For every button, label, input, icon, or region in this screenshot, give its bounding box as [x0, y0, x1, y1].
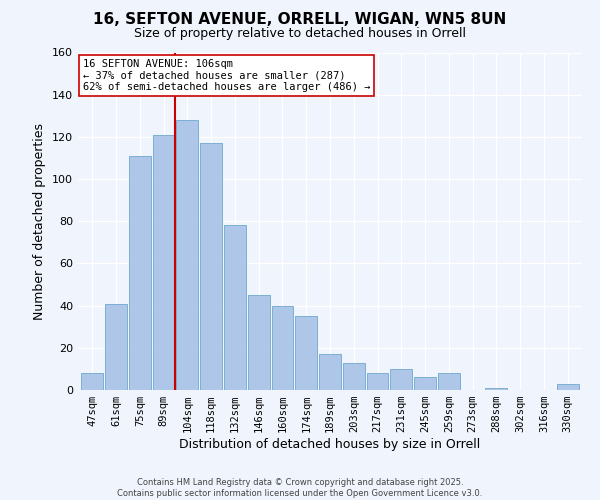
Bar [295, 316, 317, 390]
Text: 16, SEFTON AVENUE, ORRELL, WIGAN, WN5 8UN: 16, SEFTON AVENUE, ORRELL, WIGAN, WN5 8U… [94, 12, 506, 28]
Bar [485, 388, 508, 390]
Bar [105, 304, 127, 390]
Bar [438, 373, 460, 390]
Bar [367, 373, 388, 390]
Bar [343, 362, 365, 390]
Bar [391, 369, 412, 390]
Bar [82, 373, 103, 390]
Y-axis label: Number of detached properties: Number of detached properties [34, 122, 46, 320]
Text: Contains HM Land Registry data © Crown copyright and database right 2025.
Contai: Contains HM Land Registry data © Crown c… [118, 478, 482, 498]
Bar [129, 156, 151, 390]
Bar [176, 120, 198, 390]
Bar [414, 378, 436, 390]
Bar [224, 226, 246, 390]
Bar [557, 384, 578, 390]
Bar [200, 143, 222, 390]
Bar [319, 354, 341, 390]
Bar [248, 295, 269, 390]
Text: Size of property relative to detached houses in Orrell: Size of property relative to detached ho… [134, 28, 466, 40]
X-axis label: Distribution of detached houses by size in Orrell: Distribution of detached houses by size … [179, 438, 481, 451]
Text: 16 SEFTON AVENUE: 106sqm
← 37% of detached houses are smaller (287)
62% of semi-: 16 SEFTON AVENUE: 106sqm ← 37% of detach… [83, 59, 370, 92]
Bar [152, 135, 175, 390]
Bar [272, 306, 293, 390]
